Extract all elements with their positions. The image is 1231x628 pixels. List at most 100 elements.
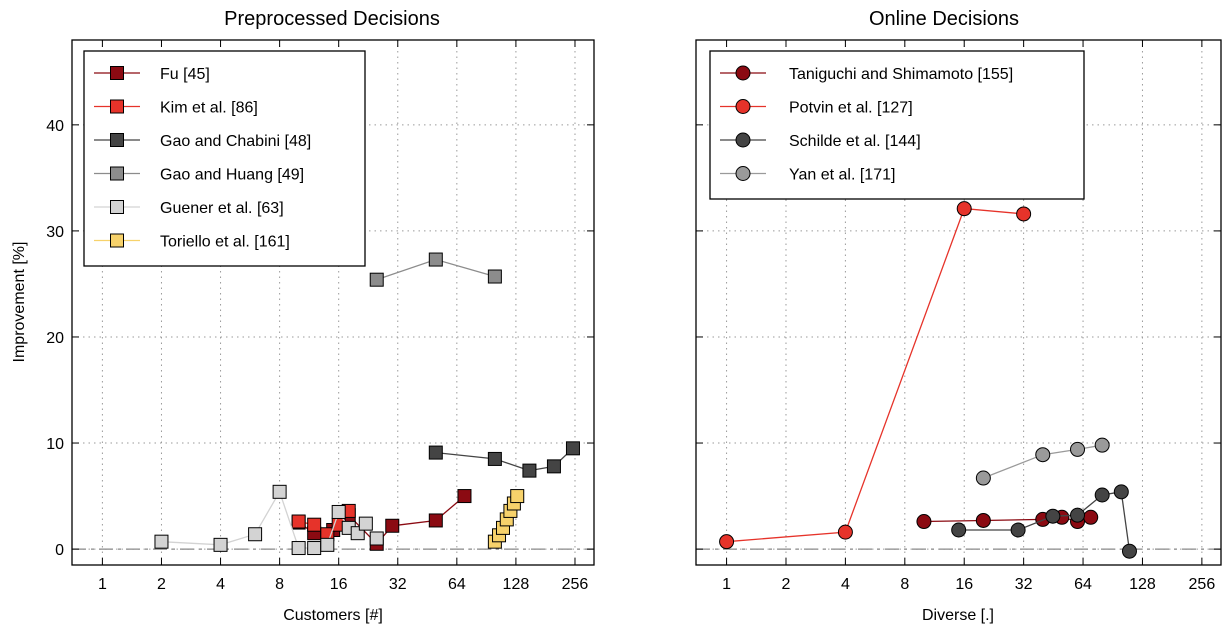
chart-online-decisions: Online Decisions 1 2 4 8 16 32 64 128 256 Divers… bbox=[695, 8, 1222, 624]
x-tick-label: 8 bbox=[275, 576, 284, 593]
series-potvin bbox=[719, 201, 1032, 550]
series-line bbox=[161, 490, 378, 549]
legend-marker bbox=[735, 65, 751, 81]
data-point bbox=[428, 445, 443, 460]
data-point bbox=[719, 534, 735, 550]
data-point bbox=[510, 489, 525, 504]
data-point bbox=[975, 512, 991, 528]
data-point bbox=[975, 470, 991, 486]
data-point bbox=[956, 201, 972, 217]
legend-item: Fu [45] bbox=[94, 66, 210, 83]
x-tick-label: 16 bbox=[330, 576, 348, 593]
legend-marker bbox=[735, 166, 751, 181]
chart-title: Online Decisions bbox=[869, 8, 1019, 30]
x-tick-label: 4 bbox=[841, 576, 850, 593]
data-point bbox=[487, 451, 502, 466]
y-tick-label: 40 bbox=[46, 118, 64, 135]
series-yan bbox=[975, 437, 1110, 486]
legend-item: Gao and Huang [49] bbox=[94, 166, 304, 184]
data-point bbox=[154, 534, 169, 549]
x-tick-label: 256 bbox=[562, 576, 589, 593]
legend-item: Taniguchi and Shimamoto [155] bbox=[720, 65, 1013, 83]
plot-area bbox=[154, 252, 580, 556]
data-point bbox=[1070, 507, 1086, 523]
legend-marker bbox=[110, 166, 124, 181]
x-tick-label: 2 bbox=[782, 576, 791, 593]
data-point bbox=[1113, 484, 1129, 500]
data-point bbox=[487, 269, 502, 284]
x-tick-label: 32 bbox=[1015, 576, 1033, 593]
data-point bbox=[1121, 543, 1137, 559]
legend-marker bbox=[110, 99, 124, 114]
y-axis-label: Improvement [%] bbox=[11, 242, 28, 363]
x-tick-label: 32 bbox=[389, 576, 407, 593]
data-point bbox=[248, 527, 263, 542]
legend-label: Yan et al. [171] bbox=[789, 167, 895, 184]
series-toriello bbox=[487, 489, 525, 549]
data-point bbox=[272, 484, 287, 499]
legend-label: Potvin et al. [127] bbox=[789, 100, 913, 117]
legend-item: Toriello et al. [161] bbox=[94, 233, 290, 251]
data-point bbox=[1010, 522, 1026, 538]
axes-frame bbox=[695, 39, 1222, 566]
series-gao-chabini bbox=[428, 441, 580, 478]
x-axis-label: Diverse [.] bbox=[922, 607, 994, 624]
chart-preprocessed-decisions: Preprocessed Decisions 1 2 4 8 16 32 64 128 256 0… bbox=[11, 8, 595, 624]
y-tick-label: 20 bbox=[46, 330, 64, 347]
legend-item: Kim et al. [86] bbox=[94, 99, 258, 117]
data-point bbox=[213, 537, 228, 552]
x-tick-label: 4 bbox=[216, 576, 225, 593]
legend-label: Toriello et al. [161] bbox=[160, 234, 290, 251]
data-point bbox=[546, 459, 561, 474]
data-point bbox=[1083, 509, 1099, 525]
x-tick-label: 256 bbox=[1189, 576, 1216, 593]
legend-label: Guener et al. [63] bbox=[160, 200, 284, 217]
x-tick-label: 1 bbox=[98, 576, 107, 593]
data-point bbox=[1016, 206, 1032, 222]
legend-marker bbox=[110, 200, 124, 214]
data-point bbox=[428, 252, 443, 267]
axes-frame bbox=[71, 39, 595, 566]
x-tick-label: 1 bbox=[722, 576, 731, 593]
legend-label: Kim et al. [86] bbox=[160, 100, 258, 117]
legend: Fu [45] Kim et al. [86] Gao and Chabini [4… bbox=[83, 50, 366, 267]
data-point bbox=[916, 514, 932, 530]
legend-item: Guener et al. [63] bbox=[94, 200, 284, 217]
series-schilde bbox=[951, 484, 1137, 559]
series-line bbox=[726, 207, 1024, 543]
data-point bbox=[385, 518, 400, 533]
data-point bbox=[522, 463, 537, 478]
data-point bbox=[358, 516, 373, 531]
legend-label: Fu [45] bbox=[160, 66, 210, 83]
data-point bbox=[837, 524, 853, 540]
data-point bbox=[369, 272, 384, 287]
data-point bbox=[1094, 437, 1110, 453]
legend: Taniguchi and Shimamoto [155] Potvin et a… bbox=[709, 50, 1085, 200]
data-point bbox=[1035, 447, 1051, 463]
legend-marker bbox=[110, 66, 124, 80]
legend-marker bbox=[110, 133, 124, 147]
series-line bbox=[983, 444, 1103, 479]
x-tick-label: 2 bbox=[157, 576, 166, 593]
legend-label: Schilde et al. [144] bbox=[789, 133, 921, 150]
legend-marker bbox=[110, 233, 124, 248]
legend-item: Yan et al. [171] bbox=[720, 166, 895, 184]
x-tick-label: 128 bbox=[503, 576, 530, 593]
data-point bbox=[565, 441, 580, 456]
series-gao-huang bbox=[369, 252, 502, 287]
data-point bbox=[307, 541, 322, 556]
legend-label: Gao and Huang [49] bbox=[160, 167, 304, 184]
plot-area bbox=[719, 201, 1137, 559]
data-point bbox=[320, 537, 335, 552]
legend-label: Gao and Chabini [48] bbox=[160, 133, 311, 150]
chart-title: Preprocessed Decisions bbox=[224, 8, 440, 30]
axis-ticks: 1 2 4 8 16 32 64 128 256 bbox=[696, 40, 1221, 593]
legend-item: Gao and Chabini [48] bbox=[94, 133, 311, 150]
legend-marker bbox=[735, 99, 751, 114]
x-tick-label: 64 bbox=[448, 576, 466, 593]
series-guener bbox=[154, 484, 384, 556]
legend-box bbox=[83, 50, 366, 267]
y-tick-label: 10 bbox=[46, 436, 64, 453]
y-tick-label: 0 bbox=[55, 542, 64, 559]
